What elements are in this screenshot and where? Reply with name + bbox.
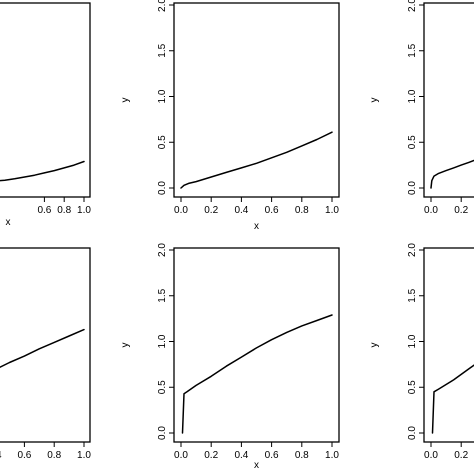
panel-row-1-col-3: 0.0 0.2 0.0 0.5 1.0 1.5 2.0 y [369,0,474,216]
x-tick-label: 1.0 [325,450,339,461]
y-tick-label: 2.0 [407,243,418,257]
x-tick-label: 0.4 [234,205,248,216]
x-tick-label: 0.8 [295,205,309,216]
x-tick-label: 0.6 [17,450,31,461]
x-tick-label: 0.0 [424,450,438,461]
y-tick-label: 0.5 [407,380,418,394]
plot-frame [173,2,340,198]
y-tick-label: 0.0 [407,181,418,195]
series-line [181,314,333,434]
y-tick-label: 2.0 [157,243,168,257]
y-tick-label: 0.5 [157,135,168,149]
x-tick-label: 0.2 [204,450,218,461]
series-line [431,364,474,434]
y-tick-label: 0.5 [157,380,168,394]
y-tick-label: 1.5 [157,43,168,57]
series-line [180,131,333,189]
x-tick-label: 0.6 [37,205,51,216]
y-tick-label: 2.0 [157,0,168,12]
plot-frame [173,247,340,443]
x-tick-label: 0.8 [295,450,309,461]
x-axis-label: x [254,221,259,232]
plot-frame [0,247,91,443]
y-tick-label: 1.5 [157,288,168,302]
y-tick-label: 1.5 [407,43,418,57]
y-tick-label: 0.5 [407,135,418,149]
y-tick-label: 1.0 [407,334,418,348]
series-line [0,328,85,369]
y-axis-label: y [120,98,131,103]
x-tick-label: 1.0 [325,205,339,216]
y-tick-label: 1.0 [157,334,168,348]
panel-row-2-col-1: 0.4 0.6 0.8 1.0 [0,247,91,461]
plot-frame [423,247,474,443]
y-tick-label: 2.0 [407,0,418,12]
x-tick-label: 0.2 [454,205,468,216]
series-line [0,160,85,182]
y-axis-label: y [120,343,131,348]
plot-frame [0,2,91,198]
x-tick-label: 0.0 [174,205,188,216]
y-tick-label: 0.0 [157,426,168,440]
x-tick-label: 0.2 [204,205,218,216]
y-tick-label: 1.0 [157,89,168,103]
y-tick-label: 1.0 [407,89,418,103]
x-axis-label: x [254,460,259,471]
series-line [430,159,474,189]
x-tick-label: 1.0 [77,450,91,461]
x-axis-label: x [6,217,11,228]
x-tick-label: 0.8 [47,450,61,461]
panel-row-1-col-2: 0.0 0.2 0.4 0.6 0.8 1.0 0.0 0.5 1.0 1.5 2.0 x y [120,0,340,232]
x-tick-label: 0.2 [454,450,468,461]
y-tick-label: 0.0 [157,181,168,195]
x-tick-label: 0.0 [424,205,438,216]
x-tick-label: 0.4 [234,450,248,461]
x-tick-label: 0.4 [0,450,2,461]
x-tick-label: 0.8 [57,205,71,216]
x-tick-label: 1.0 [77,205,91,216]
y-tick-label: 0.0 [407,426,418,440]
plot-frame [423,2,474,198]
panel-row-2-col-2: 0.0 0.2 0.4 0.6 0.8 1.0 0.0 0.5 1.0 1.5 2.0 x y [120,243,340,471]
x-tick-label: 0.6 [265,205,279,216]
panel-row-1-col-1: 0.6 0.8 1.0 x [0,2,91,228]
x-tick-label: 0.0 [174,450,188,461]
y-tick-label: 1.5 [407,288,418,302]
x-tick-label: 0.6 [265,450,279,461]
y-axis-label: y [369,343,380,348]
panel-row-2-col-3: 0.00.20.00.51.01.52.0xy [369,243,474,461]
y-axis-label: y [369,98,380,103]
